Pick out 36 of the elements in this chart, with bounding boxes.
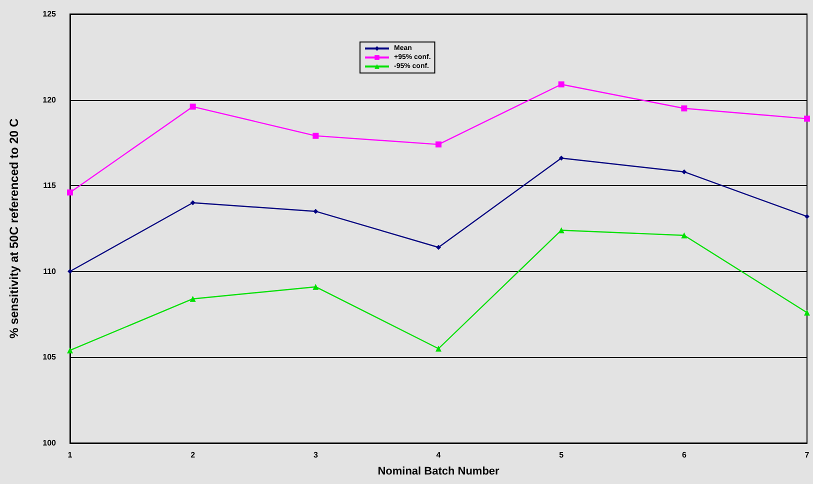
x-tick-label: 5: [559, 450, 564, 460]
y-tick-label: 100: [42, 438, 57, 448]
y-tick-label: 125: [42, 10, 57, 18]
point: [682, 169, 687, 174]
x-tick-label: 6: [682, 450, 687, 460]
point: [804, 214, 810, 219]
y-tick-label: 105: [42, 352, 57, 362]
x-tick-label: 7: [804, 450, 810, 460]
point: [681, 105, 688, 112]
point: [67, 189, 73, 196]
point: [558, 156, 564, 161]
y-tick-label: 120: [42, 95, 57, 104]
point: [558, 81, 564, 88]
point: [190, 296, 196, 302]
point: [312, 132, 319, 139]
x-tick-label: 3: [313, 450, 318, 460]
y-tick-label: 115: [43, 181, 57, 190]
point: [804, 116, 810, 122]
x-tick-label: 4: [436, 450, 442, 460]
point: [68, 268, 72, 274]
y-axis-title: % sensitivity at 50C referenced to 20 C: [7, 118, 21, 339]
point: [190, 200, 196, 206]
point: [436, 346, 442, 352]
point: [67, 347, 73, 354]
point: [436, 141, 442, 148]
x-tick-label: 2: [190, 450, 196, 460]
x-tick-label: 1: [68, 450, 73, 460]
y-tick-label: 110: [43, 266, 57, 276]
point: [313, 208, 318, 214]
point: [190, 104, 196, 110]
point: [312, 284, 319, 290]
x-axis-title: Nominal Batch Number: [378, 466, 500, 478]
point: [436, 244, 441, 250]
point: [681, 232, 688, 238]
point: [558, 227, 564, 234]
point: [804, 310, 810, 316]
